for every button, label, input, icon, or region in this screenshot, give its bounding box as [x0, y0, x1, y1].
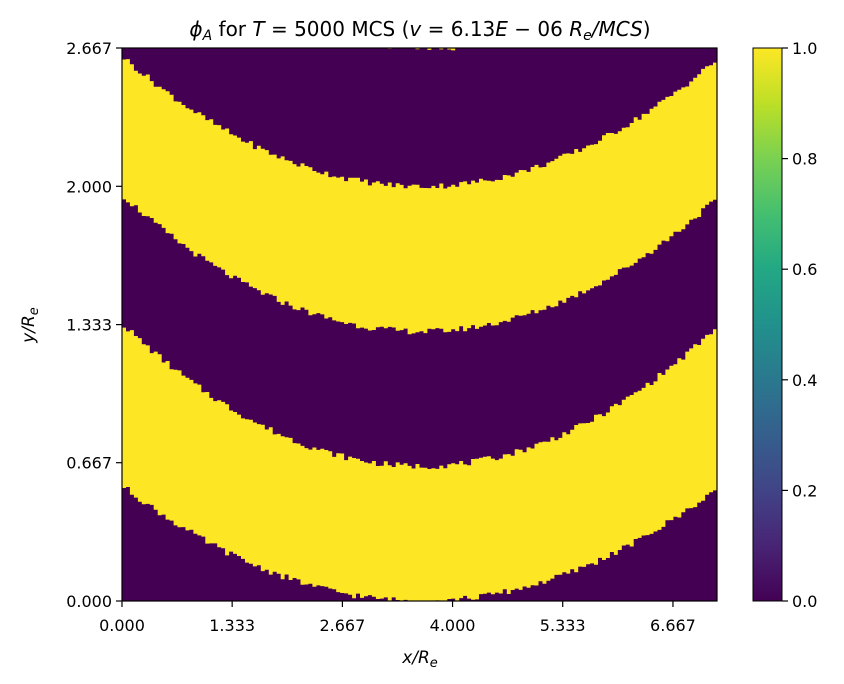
colorbar-gradient	[752, 47, 783, 602]
x-tick-label: 4.000	[430, 616, 476, 635]
colorbar-ticks: 0.0 0.2 0.4 0.6 0.8 1.0	[782, 39, 817, 611]
y-tick-label: 0.000	[66, 592, 112, 611]
title-phi-sub: A	[202, 28, 213, 44]
colorbar: 0.0 0.2 0.4 0.6 0.8 1.0	[752, 39, 817, 611]
x-axis-label-main: x/R	[401, 648, 430, 668]
x-tick-label: 6.667	[650, 616, 696, 635]
y-tick-label: 1.333	[66, 316, 112, 335]
title-E: E	[495, 17, 508, 41]
y-tick-label: 0.667	[66, 454, 112, 473]
title-v: v	[409, 17, 422, 41]
title-slash: /	[590, 17, 601, 41]
x-tick-label: 1.333	[209, 616, 255, 635]
title-phi: ϕ	[189, 17, 202, 41]
title-R: R	[569, 17, 583, 41]
colorbar-tick-label: 0.2	[792, 481, 817, 500]
colorbar-tick-label: 0.8	[792, 150, 817, 169]
title-for: for	[212, 17, 252, 41]
y-axis-label: y/Re	[19, 307, 42, 344]
heatmap-plot-area	[122, 48, 717, 601]
band-2	[122, 57, 717, 335]
chart-title: ϕA for T = 5000 MCS (v = 6.13E − 06 Re/M…	[189, 17, 650, 44]
title-minus: − 06	[508, 17, 569, 41]
title-R-sub: e	[583, 28, 592, 44]
title-MCS: MCS	[598, 17, 643, 41]
x-axis-label: x/Re	[401, 648, 438, 671]
colorbar-tick-label: 0.4	[792, 371, 817, 390]
y-axis-label-sub: e	[27, 307, 42, 315]
x-axis: 0.000 1.333 2.667 4.000 5.333 6.667	[99, 601, 696, 635]
y-tick-label: 2.000	[66, 177, 112, 196]
band-3	[122, 324, 717, 601]
x-tick-label: 2.667	[319, 616, 365, 635]
title-T-eq: = 5000 MCS (	[265, 17, 410, 41]
colorbar-tick-label: 1.0	[792, 39, 817, 58]
x-tick-label: 0.000	[99, 616, 145, 635]
title-T: T	[252, 17, 266, 41]
band-layer	[122, 48, 717, 601]
x-tick-label: 5.333	[540, 616, 586, 635]
y-axis-label-main: y/R	[19, 315, 39, 344]
colorbar-tick-label: 0.0	[792, 592, 817, 611]
title-v-eq: = 6.13	[421, 17, 495, 41]
colorbar-tick-label: 0.6	[792, 260, 817, 279]
y-axis: 0.000 0.667 1.333 2.000 2.667	[66, 39, 122, 611]
x-axis-label-sub: e	[430, 656, 438, 671]
y-tick-label: 2.667	[66, 39, 112, 58]
title-close: )	[643, 17, 651, 41]
